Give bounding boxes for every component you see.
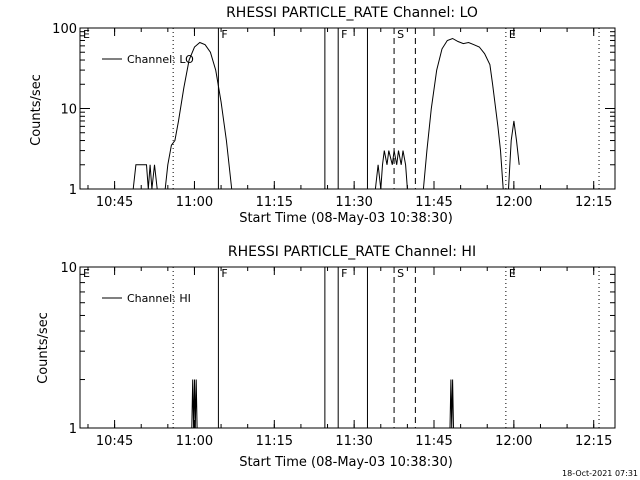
y-axis-label: Counts/sec <box>29 74 44 146</box>
x-tick-label: 11:15 <box>256 434 293 449</box>
x-axis-label: Start Time (08-May-03 10:38:30) <box>239 455 453 470</box>
data-line-segment <box>449 379 454 429</box>
x-tick-label: 11:00 <box>176 195 213 210</box>
x-axis-ticks: 10:45 11:00 11:15 11:30 11:45 12:00 12:15 <box>87 28 612 210</box>
x-tick-label: 11:15 <box>256 195 293 210</box>
chart-title: RHESSI PARTICLE_RATE Channel: HI <box>228 244 476 260</box>
y-tick-label: 1 <box>69 183 77 198</box>
x-axis-ticks: 10:45 11:00 11:15 11:30 11:45 12:00 12:15 <box>87 267 612 449</box>
x-tick-label: 10:45 <box>96 195 133 210</box>
x-tick-label: 11:45 <box>415 195 452 210</box>
event-marker-label: E <box>83 28 90 41</box>
x-tick-label: 12:00 <box>495 434 532 449</box>
x-tick-label: 11:30 <box>335 434 372 449</box>
x-tick-label: 11:00 <box>176 434 213 449</box>
x-tick-label: 11:45 <box>415 434 452 449</box>
series-hi <box>191 379 454 429</box>
event-marker-label: F <box>341 267 347 280</box>
y-axis-ticks: 1 10 100 <box>52 22 615 198</box>
legend-entry: Channel: LO <box>127 53 194 66</box>
y-tick-label: 100 <box>52 22 77 37</box>
panel-hi: RHESSI PARTICLE_RATE Channel: HI E F F S E 1… <box>36 244 616 470</box>
event-marker-label: E <box>509 267 516 280</box>
x-tick-label: 11:30 <box>335 195 372 210</box>
data-line-segment <box>132 164 158 190</box>
x-tick-label: 10:45 <box>96 434 133 449</box>
chart-title: RHESSI PARTICLE_RATE Channel: LO <box>226 5 478 21</box>
panel-lo: RHESSI PARTICLE_RATE Channel: LO E F F S E 1… <box>29 5 616 226</box>
x-tick-label: 12:15 <box>575 434 612 449</box>
event-marker-label: F <box>221 28 227 41</box>
data-line-segment <box>508 120 520 190</box>
event-marker-label: F <box>341 28 347 41</box>
legend-entry: Channel: HI <box>127 292 191 305</box>
data-line-segment <box>191 379 198 429</box>
event-marker-label: S <box>397 28 404 41</box>
series-lo <box>132 37 520 190</box>
event-marker-label: S <box>397 267 404 280</box>
x-tick-label: 12:00 <box>495 195 532 210</box>
data-line-segment <box>374 150 408 190</box>
event-marker-label: E <box>83 267 90 280</box>
data-line-segment <box>164 41 233 190</box>
y-tick-label: 1 <box>69 422 77 437</box>
y-axis-label: Counts/sec <box>36 312 51 384</box>
data-line-segment <box>422 37 504 190</box>
y-axis-ticks: 1 10 <box>60 261 615 437</box>
event-marker-label: F <box>221 267 227 280</box>
y-tick-label: 10 <box>60 103 77 118</box>
x-tick-label: 12:15 <box>575 195 612 210</box>
footer-timestamp: 18-Oct-2021 07:31 <box>562 469 638 478</box>
y-tick-label: 10 <box>60 261 77 276</box>
x-axis-label: Start Time (08-May-03 10:38:30) <box>239 211 453 226</box>
event-marker-label: E <box>509 28 516 41</box>
